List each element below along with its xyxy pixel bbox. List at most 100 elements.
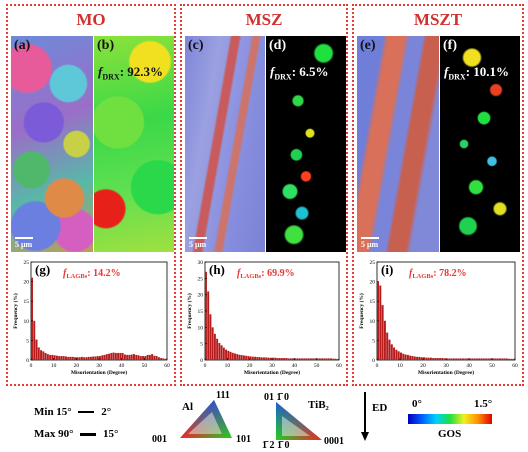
histogram-bar bbox=[256, 357, 259, 360]
histogram-bar bbox=[144, 356, 147, 360]
gos-label: GOS bbox=[438, 428, 462, 440]
fdrx-value: : 92.3% bbox=[119, 64, 164, 79]
histogram-bar bbox=[240, 355, 243, 360]
histogram-bar bbox=[40, 350, 43, 360]
histogram-bar bbox=[76, 357, 79, 360]
histogram-bar bbox=[416, 356, 419, 360]
histogram-bar bbox=[231, 352, 234, 360]
histogram-bar bbox=[114, 352, 117, 360]
lagb-value: : 78.2% bbox=[433, 268, 466, 279]
histogram-bar bbox=[123, 354, 126, 360]
histogram-bar bbox=[112, 352, 115, 360]
histogram-bar bbox=[207, 291, 210, 360]
histogram-bar bbox=[234, 353, 236, 360]
x-tick-label: 20 bbox=[74, 363, 80, 369]
histogram-bar bbox=[80, 356, 83, 360]
histogram-bar bbox=[105, 354, 108, 360]
histogram-bar bbox=[332, 358, 335, 360]
x-tick-label: 30 bbox=[96, 363, 102, 369]
ebsd-label: (e) bbox=[360, 38, 376, 53]
histogram-bar bbox=[209, 314, 212, 360]
histogram-bar bbox=[395, 349, 398, 360]
histogram-bar bbox=[423, 357, 425, 360]
histogram-bar bbox=[135, 354, 138, 360]
histogram-bar bbox=[285, 358, 288, 360]
lagb-annotation: fLAGBs: 14.2% bbox=[63, 268, 121, 280]
al-top-label: 111 bbox=[216, 390, 230, 401]
scale-label: 5 μm bbox=[361, 240, 379, 249]
histogram-bar bbox=[436, 358, 439, 360]
ebsd-ipf-map: (a) 5 μm bbox=[11, 36, 93, 252]
histogram-bar bbox=[162, 358, 165, 360]
histogram-bar bbox=[494, 358, 497, 360]
y-tick-label: 15 bbox=[24, 299, 30, 305]
histogram-bar bbox=[413, 356, 416, 360]
x-tick-label: 50 bbox=[142, 363, 148, 369]
grain-label: (f) bbox=[443, 38, 457, 53]
histogram-bar bbox=[466, 358, 469, 360]
y-tick-label: 5 bbox=[200, 342, 203, 348]
histogram-bar bbox=[139, 356, 142, 360]
max-label: Max 90° bbox=[34, 428, 74, 440]
histogram-bar bbox=[99, 356, 101, 360]
min-line bbox=[78, 411, 95, 414]
hist-label: (h) bbox=[209, 262, 225, 277]
histogram-bar bbox=[432, 358, 435, 360]
histogram-bar bbox=[478, 358, 481, 360]
histogram-bar bbox=[503, 358, 506, 360]
histogram-bar bbox=[119, 352, 122, 360]
ebsd-label: (c) bbox=[188, 38, 204, 53]
x-tick-label: 0 bbox=[376, 363, 379, 369]
grain-map: (f) fDRX: 10.1% bbox=[440, 36, 520, 252]
histogram-bar bbox=[434, 358, 437, 360]
histogram-bar bbox=[96, 356, 99, 360]
fdrx-symbol: f bbox=[98, 64, 103, 79]
histogram-bar bbox=[238, 354, 241, 360]
al-label: Al bbox=[182, 401, 193, 413]
histogram-bar bbox=[323, 358, 326, 360]
x-tick-label: 0 bbox=[30, 363, 33, 369]
histogram-bar bbox=[146, 354, 149, 360]
histogram-bar bbox=[303, 358, 306, 360]
y-tick-label: 0 bbox=[26, 358, 29, 364]
histogram-bar bbox=[83, 357, 86, 360]
histogram-bar bbox=[117, 352, 120, 360]
histogram-bar bbox=[508, 358, 511, 360]
histogram-bar bbox=[153, 355, 156, 360]
histogram-bar bbox=[67, 356, 70, 360]
histogram-bar bbox=[103, 354, 106, 360]
x-tick-label: 60 bbox=[512, 363, 518, 369]
grain-map: (d) fDRX: 6.5% bbox=[266, 36, 346, 252]
fdrx-sub: DRX bbox=[102, 72, 120, 82]
histogram-bar bbox=[325, 358, 328, 360]
y-axis-label: Frequency (%) bbox=[186, 293, 193, 329]
histogram-bar bbox=[397, 351, 400, 360]
x-tick-label: 10 bbox=[51, 363, 57, 369]
histogram-bar bbox=[489, 358, 492, 360]
grain-label: (d) bbox=[269, 38, 287, 53]
histogram-bar bbox=[69, 356, 72, 360]
histogram-bar bbox=[137, 355, 140, 360]
histogram-bar bbox=[280, 358, 283, 360]
histogram-bar bbox=[133, 354, 135, 360]
histogram-bar bbox=[330, 358, 332, 360]
x-tick-label: 20 bbox=[247, 363, 253, 369]
histogram-bar bbox=[409, 355, 412, 360]
histogram-bar bbox=[157, 357, 160, 360]
hist-label: (i) bbox=[381, 262, 393, 277]
histogram-bar bbox=[227, 350, 230, 360]
histogram-g: 0 5 10 15 20 25 0 10 20 30 40 50 60 Misorientation (D… bbox=[12, 260, 170, 376]
histogram-bar bbox=[512, 358, 515, 360]
scale-label: 5 μm bbox=[189, 240, 207, 249]
gos-colorbar bbox=[408, 414, 492, 424]
y-tick-label: 25 bbox=[24, 260, 30, 266]
y-tick-label: 10 bbox=[24, 319, 30, 325]
histogram-bar bbox=[260, 357, 263, 360]
al-ipf-triangle: 111 001 101 Al bbox=[152, 390, 251, 445]
ed-arrow-icon bbox=[361, 392, 369, 442]
histogram-bar bbox=[459, 358, 462, 360]
histogram-bar bbox=[289, 358, 292, 360]
x-tick-label: 60 bbox=[336, 363, 342, 369]
histogram-bar bbox=[85, 357, 88, 360]
x-tick-label: 20 bbox=[420, 363, 426, 369]
